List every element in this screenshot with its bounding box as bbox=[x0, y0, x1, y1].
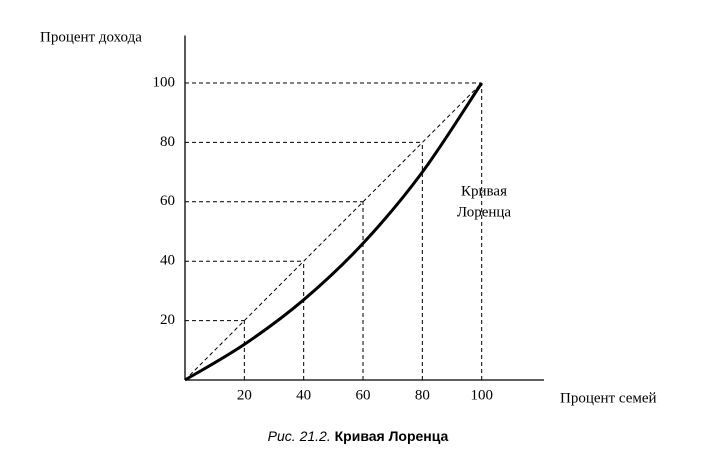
x-tick-label: 100 bbox=[470, 387, 493, 403]
x-tick-label: 60 bbox=[356, 387, 371, 403]
y-tick-label: 80 bbox=[160, 134, 175, 150]
annotation: Лоренца bbox=[457, 204, 512, 220]
equality-line bbox=[184, 82, 483, 381]
y-tick-label: 40 bbox=[160, 253, 175, 269]
lorenz-curve bbox=[184, 82, 483, 382]
y-tick-label: 60 bbox=[160, 193, 175, 209]
x-axis-label: Процент семей bbox=[560, 390, 657, 406]
figure-label: Рис. 21.2. bbox=[268, 428, 331, 444]
x-tick-label: 80 bbox=[415, 387, 430, 403]
y-tick-label: 20 bbox=[160, 312, 175, 328]
x-tick-label: 20 bbox=[237, 387, 252, 403]
x-tick-label: 40 bbox=[296, 387, 311, 403]
y-tick-label: 100 bbox=[153, 74, 176, 90]
chart-title: Кривая Лоренца bbox=[335, 428, 449, 444]
y-axis-label: Процент дохода bbox=[40, 29, 142, 45]
caption: Рис. 21.2. Кривая Лоренца bbox=[268, 428, 449, 444]
annotation: Кривая bbox=[461, 183, 507, 199]
